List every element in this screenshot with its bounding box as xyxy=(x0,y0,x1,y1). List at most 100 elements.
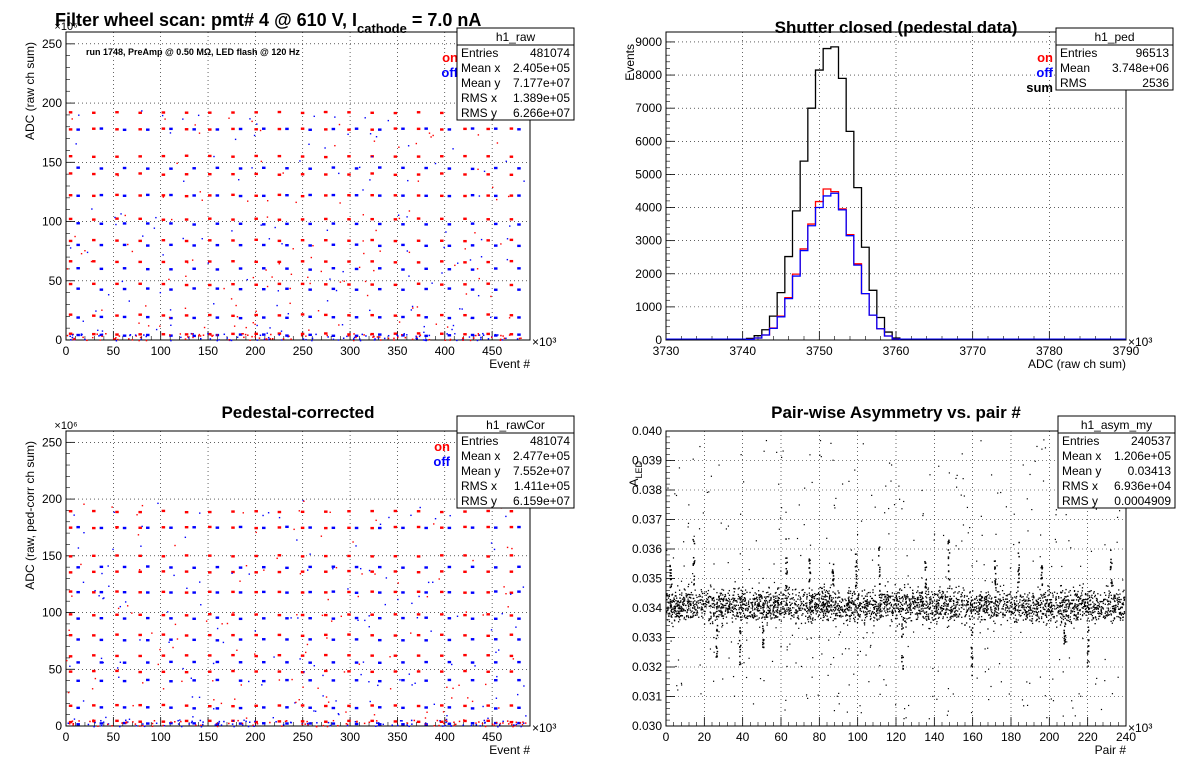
data-point-off xyxy=(192,267,196,270)
band-point xyxy=(764,618,766,620)
band-point xyxy=(953,595,955,597)
band-point xyxy=(1025,612,1028,614)
band-point xyxy=(905,600,907,603)
band-point xyxy=(880,597,882,599)
band-point xyxy=(670,604,672,606)
band-point xyxy=(1104,617,1106,620)
band-point xyxy=(863,611,865,614)
baseline-point xyxy=(66,334,69,337)
band-point xyxy=(968,615,971,617)
band-point xyxy=(729,607,731,609)
data-point-on xyxy=(277,526,282,529)
baseline-point xyxy=(428,338,431,341)
band-point xyxy=(712,622,714,625)
band-point xyxy=(687,585,689,588)
band-point xyxy=(937,593,939,595)
band-point xyxy=(1013,611,1015,614)
band-point xyxy=(928,618,930,620)
band-point xyxy=(932,593,934,596)
data-point-on xyxy=(347,613,351,616)
band-point xyxy=(708,618,710,620)
band-point xyxy=(768,594,770,596)
band-point xyxy=(703,623,706,625)
band-point xyxy=(949,585,951,587)
band-point xyxy=(878,608,880,610)
scatter-point xyxy=(274,226,276,229)
scatter-point xyxy=(326,725,329,728)
band-point xyxy=(752,616,754,618)
band-point xyxy=(917,612,919,615)
band-point xyxy=(1000,624,1002,626)
band-point xyxy=(884,593,886,596)
band-point xyxy=(776,600,778,603)
band-point xyxy=(783,608,785,610)
legend-entry-off: off xyxy=(441,65,458,80)
band-point xyxy=(1095,617,1097,619)
data-point-on xyxy=(161,173,166,176)
baseline-point xyxy=(115,339,118,342)
band-point xyxy=(811,601,813,603)
legend-entry-on: on xyxy=(442,50,458,65)
band-point xyxy=(784,609,786,612)
band-point xyxy=(1085,608,1087,610)
baseline-point xyxy=(508,334,511,336)
band-point xyxy=(917,604,919,606)
scatter-point xyxy=(278,679,281,681)
band-point xyxy=(1098,612,1101,614)
scatter-point xyxy=(69,665,71,667)
band-point xyxy=(1026,613,1029,616)
band-point xyxy=(716,591,718,594)
band-point xyxy=(768,612,770,614)
band-point xyxy=(977,601,980,603)
data-point-off xyxy=(308,167,312,170)
scatter-point xyxy=(313,115,315,118)
band-point xyxy=(994,600,997,603)
band-point xyxy=(796,612,798,614)
band-point xyxy=(926,607,928,609)
scatter-point xyxy=(358,266,361,269)
data-point-off xyxy=(401,526,405,530)
baseline-point xyxy=(363,722,366,725)
scatter-point xyxy=(278,263,280,265)
data-point-off xyxy=(146,267,150,271)
data-point-on xyxy=(115,703,119,707)
band-point xyxy=(836,612,838,614)
y-tick-label: 0.035 xyxy=(632,572,662,586)
data-point-on xyxy=(161,613,166,617)
band-point xyxy=(788,610,791,612)
band-point xyxy=(994,603,996,605)
data-point-off xyxy=(169,638,173,641)
band-point xyxy=(993,614,995,617)
data-point-off xyxy=(354,288,359,291)
baseline-point xyxy=(353,338,355,340)
scatter-point xyxy=(322,695,324,697)
band-point xyxy=(925,597,928,599)
band-point xyxy=(857,613,859,615)
band-point xyxy=(826,610,828,612)
scatter-point xyxy=(368,626,370,628)
data-point-on xyxy=(184,239,189,243)
data-point-off xyxy=(331,526,336,530)
data-point-on xyxy=(68,720,73,724)
band-point xyxy=(985,603,988,605)
band-point xyxy=(887,600,889,603)
band-point xyxy=(1050,620,1052,622)
baseline-point xyxy=(387,334,390,337)
band-point xyxy=(1081,607,1083,609)
band-point xyxy=(866,593,868,595)
x-tick-label: 180 xyxy=(1001,730,1021,744)
band-point xyxy=(850,614,852,616)
baseline-point xyxy=(502,335,504,337)
data-point-off xyxy=(192,591,196,594)
band-point xyxy=(914,608,916,610)
data-point-on xyxy=(486,155,490,158)
band-point xyxy=(1118,608,1121,610)
band-point xyxy=(857,598,859,601)
band-point xyxy=(1091,610,1094,612)
band-point xyxy=(828,606,830,608)
baseline-point xyxy=(93,725,95,728)
baseline-point xyxy=(114,338,117,340)
band-point xyxy=(1090,613,1092,615)
baseline-point xyxy=(241,722,244,725)
